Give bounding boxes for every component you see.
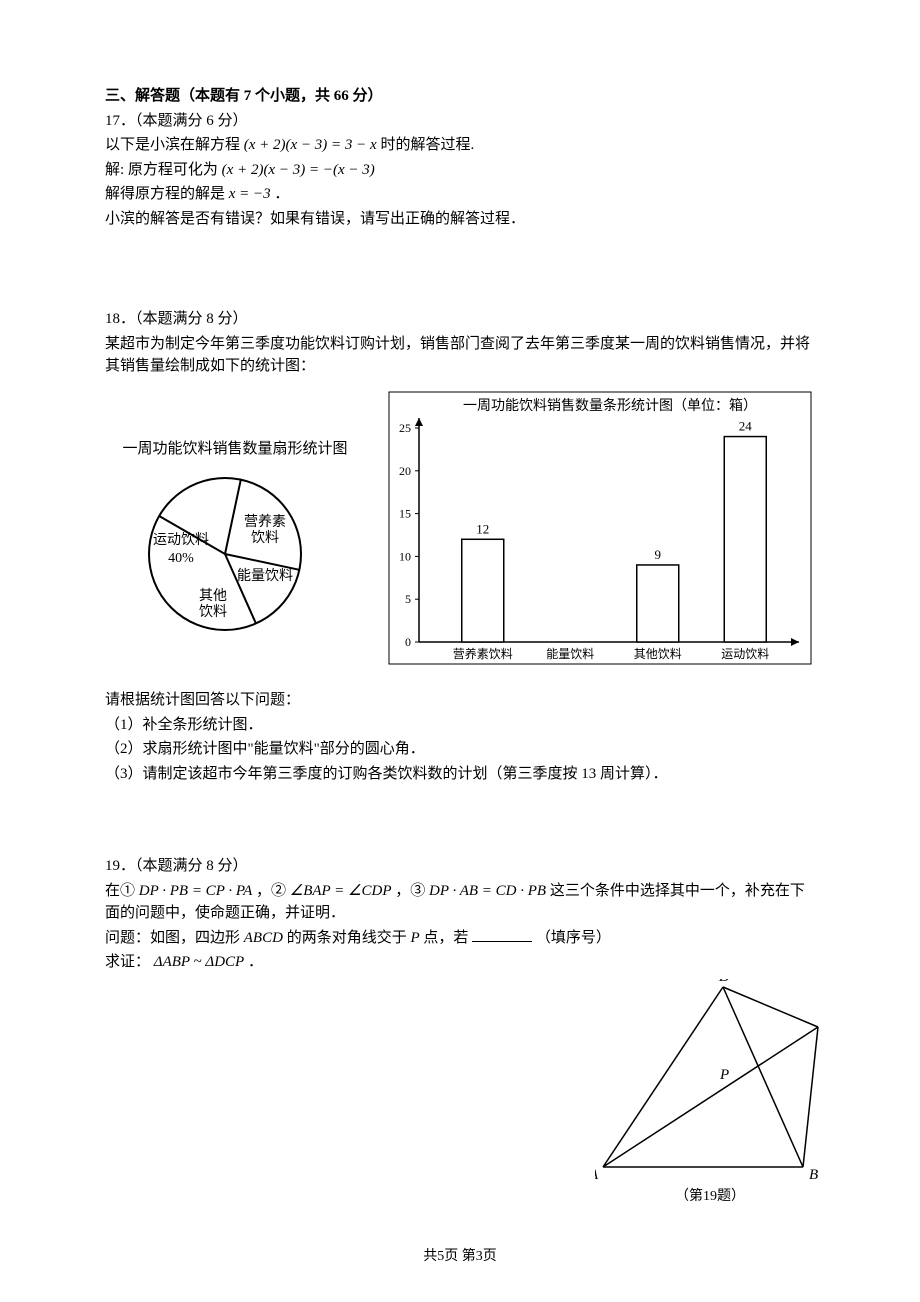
- svg-text:P: P: [719, 1067, 729, 1083]
- q18-header: 18．（本题满分 8 分）: [105, 308, 815, 331]
- svg-text:运动饮料: 运动饮料: [721, 647, 769, 661]
- svg-text:5: 5: [405, 592, 411, 606]
- svg-text:营养素: 营养素: [244, 514, 286, 530]
- q19-l1-b: ，②: [256, 883, 286, 899]
- q17-l1-b: 时的解答过程.: [380, 137, 474, 153]
- q19-l2-a: 问题：如图，四边形: [105, 930, 244, 946]
- q17-line4: 小滨的解答是否有错误？如果有错误，请写出正确的解答过程．: [105, 208, 815, 231]
- q17-l3-b: ．: [274, 186, 289, 202]
- q17-l3-a: 解得原方程的解是: [105, 186, 225, 202]
- svg-text:9: 9: [655, 546, 662, 561]
- svg-text:能量饮料: 能量饮料: [546, 647, 594, 661]
- q19-l2-b: 的两条对角线交于: [287, 930, 411, 946]
- q17-line3: 解得原方程的解是 x = −3 ．: [105, 183, 815, 206]
- q19-l1-c: ，③: [395, 883, 425, 899]
- q17-l2-a: 解: 原方程可化为: [105, 162, 218, 178]
- pie-title: 一周功能饮料销售数量扇形统计图: [105, 438, 365, 461]
- question-19: 19．（本题满分 8 分） 在① DP · PB = CP · PA ，② ∠B…: [105, 855, 815, 974]
- q17-line1: 以下是小滨在解方程 (x + 2)(x − 3) = 3 − x 时的解答过程.: [105, 134, 815, 157]
- svg-text:饮料: 饮料: [251, 530, 279, 546]
- svg-text:10: 10: [399, 549, 411, 563]
- q19-l1-a: 在①: [105, 883, 135, 899]
- svg-text:D: D: [718, 979, 730, 985]
- q17-l2-eq: (x + 2)(x − 3) = −(x − 3): [222, 162, 375, 178]
- q19-l2-d: （填序号）: [536, 930, 611, 946]
- svg-text:其他: 其他: [199, 588, 227, 604]
- q18-line4: （2）求扇形统计图中"能量饮料"部分的圆心角．: [105, 738, 815, 761]
- q19-l1-eq1: DP · PB = CP · PA: [139, 883, 252, 899]
- svg-text:运动饮料: 运动饮料: [153, 532, 209, 548]
- q19-line1: 在① DP · PB = CP · PA ，② ∠BAP = ∠CDP ，③ D…: [105, 880, 815, 925]
- svg-text:12: 12: [476, 521, 489, 536]
- q19-l2-abcd: ABCD: [244, 930, 283, 946]
- svg-text:饮料: 饮料: [199, 604, 227, 620]
- pie-chart: 营养素饮料能量饮料其他饮料运动饮料40%: [115, 466, 355, 656]
- q18-line3: （1）补全条形统计图．: [105, 714, 815, 737]
- q19-l3-b: ．: [248, 954, 263, 970]
- q19-figure: ABCDP: [595, 979, 825, 1179]
- bar-chart: 一周功能饮料销售数量条形统计图（单位：箱） 0 5 10 15 20 25 12 营养素饮料 能量…: [385, 388, 815, 668]
- q17-line2: 解: 原方程可化为 (x + 2)(x − 3) = −(x − 3): [105, 159, 815, 182]
- svg-text:营养素饮料: 营养素饮料: [453, 646, 513, 661]
- question-17: 17．（本题满分 6 分） 以下是小滨在解方程 (x + 2)(x − 3) =…: [105, 110, 815, 231]
- q19-figure-caption: （第19题）: [595, 1186, 825, 1207]
- q18-line5: （3）请制定该超市今年第三季度的订购各类饮料数的计划（第三季度按 13 周计算）…: [105, 763, 815, 786]
- bar-chart-block: 一周功能饮料销售数量条形统计图（单位：箱） 0 5 10 15 20 25 12 营养素饮料 能量…: [385, 388, 815, 676]
- q18-line2: 请根据统计图回答以下问题：: [105, 689, 815, 712]
- svg-text:B: B: [809, 1167, 818, 1179]
- q19-header: 19．（本题满分 8 分）: [105, 855, 815, 878]
- q19-l1-eq3: DP · AB = CD · PB: [429, 883, 546, 899]
- svg-text:0: 0: [405, 635, 411, 649]
- svg-text:20: 20: [399, 463, 411, 477]
- charts-row: 一周功能饮料销售数量扇形统计图 营养素饮料能量饮料其他饮料运动饮料40% 一周功…: [105, 388, 815, 676]
- svg-text:40%: 40%: [168, 551, 194, 566]
- q19-l2-c: 点，若: [423, 930, 468, 946]
- q17-l1-eq: (x + 2)(x − 3) = 3 − x: [244, 137, 377, 153]
- q19-line2: 问题：如图，四边形 ABCD 的两条对角线交于 P 点，若 （填序号）: [105, 927, 815, 950]
- q19-l2-p: P: [410, 930, 419, 946]
- svg-text:能量饮料: 能量饮料: [237, 568, 293, 584]
- svg-text:A: A: [595, 1167, 599, 1179]
- q19-l1-eq2: ∠BAP = ∠CDP: [290, 883, 392, 899]
- page-footer: 共5页 第3页: [0, 1246, 920, 1267]
- question-18: 18．（本题满分 8 分） 某超市为制定今年第三季度功能饮料订购计划，销售部门查…: [105, 308, 815, 785]
- q19-l3-eq: ΔABP ~ ΔDCP: [154, 954, 244, 970]
- q19-line3: 求证： ΔABP ~ ΔDCP ．: [105, 951, 815, 974]
- section-title: 三、解答题（本题有 7 个小题，共 66 分）: [105, 85, 815, 108]
- q19-figure-wrap: ABCDP （第19题）: [595, 979, 825, 1208]
- q19-l3-a: 求证：: [105, 954, 150, 970]
- q17-header: 17．（本题满分 6 分）: [105, 110, 815, 133]
- svg-text:25: 25: [399, 421, 411, 435]
- q17-l3-eq: x = −3: [229, 186, 271, 202]
- svg-text:15: 15: [399, 506, 411, 520]
- q17-l1-a: 以下是小滨在解方程: [105, 137, 240, 153]
- pie-chart-block: 一周功能饮料销售数量扇形统计图 营养素饮料能量饮料其他饮料运动饮料40%: [105, 388, 365, 664]
- svg-text:其他饮料: 其他饮料: [634, 647, 682, 661]
- fill-blank[interactable]: [472, 927, 532, 942]
- svg-text:24: 24: [739, 418, 753, 433]
- q18-line1: 某超市为制定今年第三季度功能饮料订购计划，销售部门查阅了去年第三季度某一周的饮料…: [105, 333, 815, 378]
- svg-text:一周功能饮料销售数量条形统计图（单位：箱）: 一周功能饮料销售数量条形统计图（单位：箱）: [463, 397, 757, 414]
